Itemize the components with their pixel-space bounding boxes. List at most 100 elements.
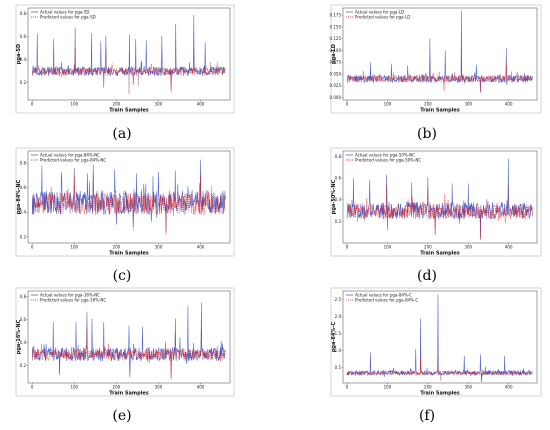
panel-frame [330, 147, 542, 257]
chart-panel-3: 0 100 200 300 400 0.2 0.4 0.6 0.8 Train Samples pg… [15, 147, 235, 284]
chart-panel-1: 0 100 200 300 400 0.2 0.4 0.6 0.8 Train Samples pg… [15, 4, 235, 142]
panel-caption: (a) [112, 126, 131, 142]
x-axis-label: Train Samples [109, 251, 149, 257]
plot-area [27, 290, 231, 384]
legend-entry: Predicted values for pga-84%-NC [40, 157, 106, 162]
y-tick-label: 0.4 [20, 210, 27, 215]
x-tick-label: 400 [197, 245, 205, 250]
x-tick-label: 200 [113, 102, 121, 107]
series-line-predicted [31, 328, 226, 380]
chart-panel-6: 0 100 200 300 400 0.5 1.0 1.5 2.0 2.5 Train Sample… [330, 287, 542, 424]
legend-entry: Actual values for pga-16%-NC [40, 292, 100, 297]
series-line-predicted [31, 173, 226, 235]
x-tick-label: 300 [464, 385, 472, 390]
x-tick-label: 400 [505, 102, 513, 107]
y-tick-label: 0.2 [20, 363, 27, 368]
x-tick-label: 0 [346, 245, 349, 250]
x-axis-label: Train Samples [420, 108, 460, 114]
panel-frame [15, 287, 235, 397]
panel-caption: (d) [417, 268, 437, 284]
series-line-predicted [346, 355, 533, 382]
y-axis-label: pga-84%-C [331, 322, 337, 353]
y-axis-label: pga-LD [331, 44, 337, 64]
x-axis-label: Train Samples [109, 391, 149, 397]
x-tick-label: 300 [155, 102, 163, 107]
x-tick-label: 100 [70, 245, 78, 250]
legend-entry: Actual values for pga-SD [40, 9, 89, 14]
legend-entry: Actual values for pga-84%-C [355, 292, 412, 297]
y-axis-label: pga-50%-NC [331, 179, 337, 214]
series-line-predicted [346, 59, 533, 93]
x-axis-label: Train Samples [109, 108, 149, 114]
y-tick-label: 2.5 [335, 297, 342, 302]
x-tick-label: 300 [155, 385, 163, 390]
y-tick-label: 0.8 [20, 294, 27, 299]
panel-caption: (f) [419, 408, 435, 424]
x-tick-label: 400 [505, 385, 513, 390]
y-tick-label: 0.2 [20, 234, 27, 239]
legend-entry: Predicted values for pga-16%-NC [40, 297, 106, 302]
x-tick-label: 0 [346, 385, 349, 390]
x-axis-label: Train Samples [420, 251, 460, 257]
y-tick-label: 0.6 [20, 34, 27, 39]
y-tick-label: 0.5 [335, 365, 342, 370]
legend-entry: Actual values for pga-50%-NC [355, 152, 415, 157]
x-tick-label: 100 [384, 245, 392, 250]
panel-frame [330, 4, 542, 114]
y-tick-label: 0.4 [335, 197, 342, 202]
y-tick-label: 0.100 [330, 48, 342, 53]
legend-entry: Actual values for pga-84%-NC [40, 152, 100, 157]
panel-frame [15, 4, 235, 114]
y-tick-label: 0.175 [330, 12, 342, 17]
legend-entry: Predicted values for pga-LD [355, 14, 410, 19]
legend-entry: Predicted values for pga-50%-NC [355, 157, 421, 162]
x-tick-label: 100 [384, 385, 392, 390]
panel-frame [330, 287, 542, 397]
y-tick-label: 2.0 [335, 314, 342, 319]
x-axis-label: Train Samples [420, 391, 460, 397]
series-line-predicted [346, 183, 533, 240]
y-tick-label: 0.4 [20, 57, 27, 62]
y-tick-label: 0.000 [330, 95, 342, 100]
panel-caption: (b) [417, 126, 437, 142]
y-axis-label: pga-84%-NC [16, 179, 22, 214]
series-line-actual [346, 158, 533, 239]
plot-area [342, 290, 538, 384]
y-axis-label: pga-16%-NC [16, 319, 22, 354]
legend-entry: Predicted values for pga-84%-C [355, 297, 418, 302]
x-tick-label: 200 [113, 385, 121, 390]
y-tick-label: 0.025 [330, 83, 342, 88]
y-tick-label: 1.5 [335, 331, 342, 336]
chart-panel-5: 0 100 200 300 400 0.2 0.4 0.6 0.8 Train Samples pg… [15, 287, 235, 424]
x-tick-label: 0 [31, 385, 34, 390]
y-tick-label: 0.125 [330, 36, 342, 41]
x-tick-label: 200 [113, 245, 121, 250]
x-tick-label: 300 [464, 102, 472, 107]
x-tick-label: 300 [464, 245, 472, 250]
y-axis-label: pga-SD [16, 44, 22, 64]
plot-area [27, 150, 231, 244]
plot-area [342, 7, 538, 101]
x-tick-label: 100 [70, 102, 78, 107]
y-tick-label: 0.6 [20, 317, 27, 322]
x-tick-label: 0 [346, 102, 349, 107]
y-tick-label: 0.4 [20, 340, 27, 345]
y-tick-label: 0.6 [335, 175, 342, 180]
y-tick-label: 0.6 [20, 185, 27, 190]
x-tick-label: 300 [155, 245, 163, 250]
x-tick-label: 200 [424, 245, 432, 250]
y-tick-label: 0.8 [20, 11, 27, 16]
legend-entry: Actual values for pga-LD [355, 9, 404, 14]
x-tick-label: 400 [505, 245, 513, 250]
series-line-predicted [31, 45, 226, 95]
x-tick-label: 0 [31, 245, 34, 250]
chart-panel-4: 0 100 200 300 400 0.2 0.4 0.6 0.8 Train Samples pg… [330, 147, 542, 284]
legend-entry: Predicted values for pga-SD [40, 14, 96, 19]
x-tick-label: 100 [70, 385, 78, 390]
x-tick-label: 200 [424, 102, 432, 107]
x-tick-label: 400 [197, 102, 205, 107]
y-tick-label: 0.075 [330, 60, 342, 65]
x-tick-label: 400 [197, 385, 205, 390]
y-tick-label: 0.150 [330, 24, 342, 29]
